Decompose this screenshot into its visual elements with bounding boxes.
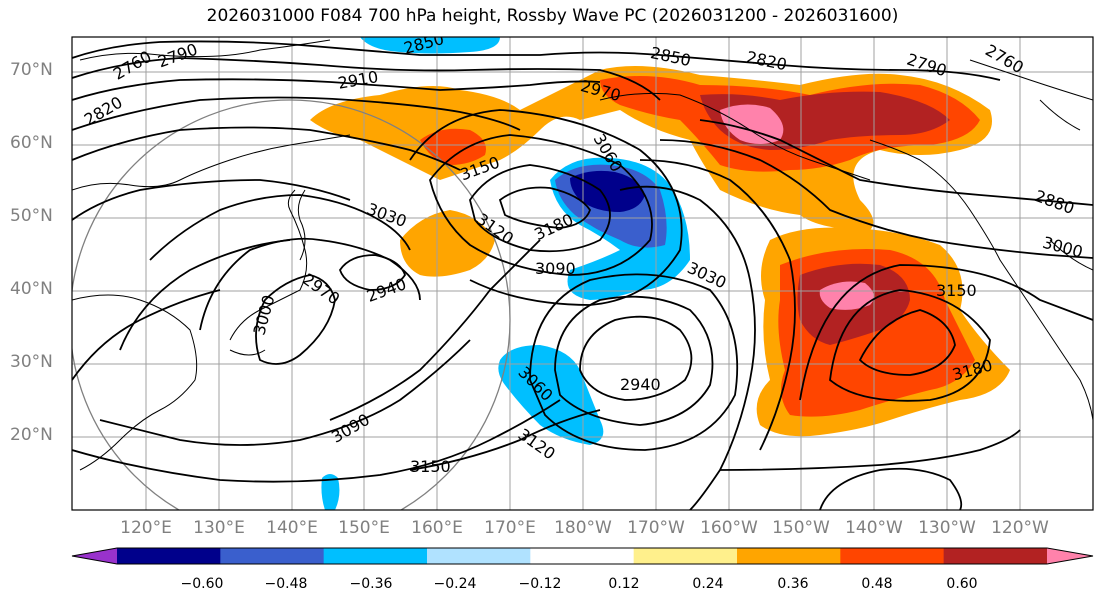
lon-label: 170°W bbox=[627, 518, 685, 538]
lat-label-20: 20°N bbox=[10, 425, 53, 445]
lon-label: 180°W bbox=[554, 518, 612, 538]
lon-label: 140°E bbox=[266, 518, 318, 538]
colorbar-tick: 0.60 bbox=[946, 576, 978, 592]
contour-label: 2820 bbox=[81, 93, 126, 130]
contour-label: 2820 bbox=[745, 47, 789, 74]
colorbar-tick: 0.36 bbox=[777, 576, 809, 592]
contour-label: 3030 bbox=[364, 199, 409, 231]
contour-label: 3180 bbox=[531, 210, 576, 244]
colorbar-tick: −0.48 bbox=[264, 576, 308, 592]
contour-label: 3030 bbox=[684, 258, 729, 292]
lon-label: 130°E bbox=[193, 518, 245, 538]
contour-label: 2790 bbox=[904, 50, 949, 81]
contour-label: 2970 bbox=[299, 270, 343, 309]
anomaly-fills bbox=[310, 37, 1010, 510]
map-frame bbox=[71, 36, 1094, 511]
colorbar-tick: −0.60 bbox=[180, 576, 224, 592]
pink-anomaly-alaska bbox=[720, 104, 784, 144]
negative-anomaly-arctic bbox=[360, 37, 500, 54]
contour-label: 3150 bbox=[936, 281, 977, 300]
lon-label: 170°E bbox=[484, 518, 536, 538]
lon-label: 130°W bbox=[918, 518, 976, 538]
colorbar-tick: −0.36 bbox=[349, 576, 393, 592]
negative-anomaly-subtropical bbox=[498, 345, 604, 445]
lat-label-30: 30°N bbox=[10, 352, 53, 372]
contour-label: 3150 bbox=[410, 457, 451, 476]
lon-label: 140°W bbox=[845, 518, 903, 538]
colorbar-tick: −0.12 bbox=[518, 576, 562, 592]
contour-label: 2790 bbox=[155, 40, 200, 72]
negative-anomaly-hawaii bbox=[321, 474, 340, 510]
contour-label: 3000 bbox=[250, 293, 279, 337]
height-contours bbox=[72, 40, 1093, 510]
lat-label-50: 50°N bbox=[10, 206, 53, 226]
colorbar-tick: 0.48 bbox=[861, 576, 893, 592]
map-title: 2026031000 F084 700 hPa height, Rossby W… bbox=[206, 6, 899, 26]
contour-label: 3090 bbox=[328, 410, 373, 447]
lon-label: 120°W bbox=[991, 518, 1049, 538]
contour-label: 2850 bbox=[402, 29, 446, 58]
colorbar-tick: 0.24 bbox=[692, 576, 724, 592]
contour-label: 2850 bbox=[649, 43, 693, 70]
contour-label: 2910 bbox=[336, 67, 379, 93]
contour-label: 3000 bbox=[1041, 233, 1085, 262]
lat-label-40: 40°N bbox=[10, 279, 53, 299]
lon-label: 160°W bbox=[700, 518, 758, 538]
contour-label: 2940 bbox=[364, 274, 409, 306]
contour-label: 2940 bbox=[620, 375, 661, 394]
contour-label: 3090 bbox=[535, 259, 576, 278]
pink-anomaly-east-pacific bbox=[819, 281, 874, 310]
colorbar-tick: 0.12 bbox=[608, 576, 640, 592]
navy-anomaly-central-pacific bbox=[570, 170, 645, 212]
lon-label: 150°E bbox=[338, 518, 390, 538]
colorbar-tick: −0.24 bbox=[433, 576, 477, 592]
lon-label: 160°E bbox=[411, 518, 463, 538]
region-circle bbox=[72, 99, 511, 510]
contour-label: 2880 bbox=[1032, 186, 1077, 218]
contour-label: 2760 bbox=[110, 47, 155, 84]
lat-label-60: 60°N bbox=[10, 133, 53, 153]
positive-anomaly-japan-sea bbox=[400, 210, 495, 277]
lat-label-70: 70°N bbox=[10, 60, 53, 80]
lon-label: 150°W bbox=[772, 518, 830, 538]
lon-label: 120°E bbox=[120, 518, 172, 538]
